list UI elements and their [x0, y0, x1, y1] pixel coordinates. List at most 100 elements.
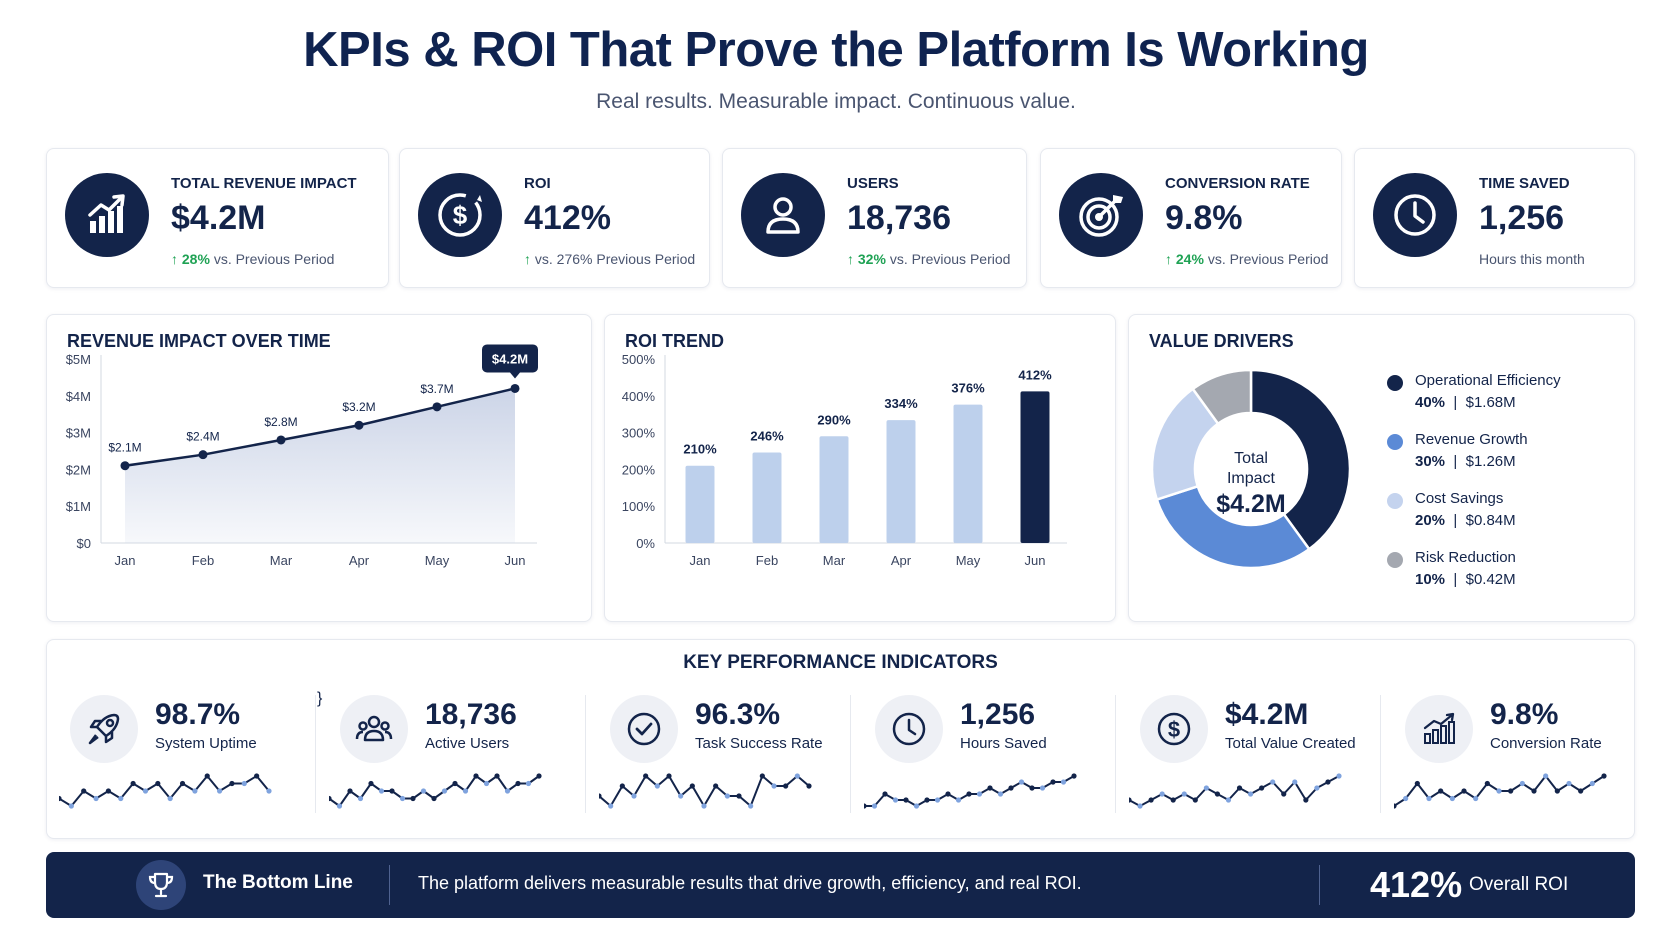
legend-name: Revenue Growth — [1415, 431, 1528, 448]
kpi-value: 9.8% — [1490, 698, 1559, 731]
data-label: 290% — [817, 412, 851, 427]
legend-percent: 30% — [1415, 453, 1446, 470]
sparkline-point — [229, 780, 235, 787]
sparkline-point — [736, 793, 742, 799]
sparkline-point — [525, 780, 532, 787]
kpi-label: Hours Saved — [960, 735, 1047, 752]
x-tick-label: May — [425, 553, 450, 568]
divider — [1319, 865, 1320, 905]
legend-percent: 20% — [1415, 512, 1446, 529]
sparkline-point — [599, 793, 602, 799]
sparkline-point — [1203, 785, 1209, 791]
data-label: $3.2M — [342, 400, 375, 414]
y-tick-label: $1M — [66, 499, 91, 514]
sparkline-point — [783, 783, 789, 789]
kpi-label: USERS — [847, 175, 899, 192]
bar — [953, 404, 983, 543]
series-line — [124, 387, 516, 467]
sparkline-point — [864, 803, 867, 809]
svg-text:$: $ — [1168, 717, 1180, 742]
sparkline-point — [105, 788, 112, 794]
sparkline-point — [1281, 791, 1287, 797]
sparkline-point — [329, 795, 332, 802]
x-tick-label: Apr — [891, 553, 912, 568]
section-title: KEY PERFORMANCE INDICATORS — [683, 652, 998, 673]
sparkline-point — [1270, 779, 1276, 785]
y-tick-label: 0% — [636, 536, 655, 551]
sparkline-point — [1449, 795, 1455, 802]
sparkline-point — [724, 793, 730, 799]
sparkline-point — [1247, 791, 1254, 797]
kpi-label: ROI — [524, 175, 551, 192]
kpi-change-percent: 32% — [857, 251, 886, 267]
divider — [315, 695, 316, 813]
kpi-label: Conversion Rate — [1490, 735, 1602, 752]
sparkline — [864, 773, 1077, 809]
x-tick-label: Feb — [192, 553, 214, 568]
x-tick-label: Jan — [115, 553, 136, 568]
sparkline-point — [1336, 773, 1342, 779]
kpi-change-text: vs. Previous Period — [889, 251, 1011, 267]
data-point — [432, 402, 442, 412]
kpi-value: $4.2M — [171, 199, 266, 237]
sparkline-point — [1325, 779, 1331, 785]
sparkline-point — [1554, 788, 1560, 794]
sparkline-point — [934, 797, 941, 803]
users-group-icon — [340, 695, 408, 763]
key-performance-indicators-panel: KEY PERFORMANCE INDICATORS 98.7% System … — [46, 639, 1635, 839]
legend-values: 20% | $0.84M — [1415, 512, 1516, 529]
sparkline-point — [892, 797, 899, 803]
sparkline-point — [913, 803, 920, 809]
kpi-card-conversion-rate: CONVERSION RATE 9.8% ↑ 24% vs. Previous … — [1040, 148, 1342, 288]
kpi-item-conversion-rate: 9.8% Conversion Rate — [1382, 690, 1647, 820]
sparkline-point — [1484, 780, 1490, 787]
data-label: 334% — [884, 396, 918, 411]
area-fill — [125, 388, 515, 543]
legend-percent: 40% — [1415, 394, 1446, 411]
legend-values: 30% | $1.26M — [1415, 453, 1516, 470]
sparkline-point — [987, 785, 993, 791]
sparkline-point — [1159, 791, 1165, 797]
sparkline-point — [1050, 779, 1056, 785]
kpi-change-percent: 28% — [181, 251, 210, 267]
sparkline-point — [945, 791, 951, 797]
sparkline — [59, 773, 272, 809]
sparkline-point — [759, 773, 765, 779]
sparkline-point — [155, 780, 161, 787]
sparkline-point — [216, 788, 223, 794]
y-tick-label: 400% — [622, 389, 656, 404]
banner-roi-value: 412% — [1370, 864, 1463, 905]
kpi-change: ↑ 28% vs. Previous Period — [171, 251, 334, 267]
sparkline — [329, 773, 542, 809]
kpi-change-text: vs. 276% Previous Period — [534, 251, 696, 267]
arrow-up-icon: ↑ — [1165, 251, 1176, 267]
legend-percent: 10% — [1415, 571, 1446, 588]
kpi-value: 412% — [524, 199, 611, 237]
sparkline-point — [654, 783, 660, 789]
sparkline-point — [1531, 788, 1537, 794]
divider — [1115, 695, 1116, 813]
y-tick-label: 300% — [622, 426, 656, 441]
revenue-chart-icon — [65, 173, 149, 257]
callout-pointer — [510, 372, 520, 379]
bar — [752, 452, 782, 543]
sparkline-point — [1543, 773, 1549, 779]
sparkline-point — [441, 788, 448, 794]
sparkline-point — [515, 780, 521, 787]
sparkline-point — [689, 783, 695, 789]
sparkline-point — [1438, 788, 1444, 794]
sparkline-point — [1071, 773, 1077, 779]
roi-bar-chart: 0% 100% 200% 300% 400% 500% 210% Jan 246% Feb 290%… — [622, 352, 1067, 568]
legend-amount: $1.68M — [1465, 394, 1516, 411]
x-tick-label: Feb — [756, 553, 778, 568]
x-tick-label: Apr — [349, 553, 370, 568]
sparkline-point — [1394, 803, 1397, 809]
user-icon — [741, 173, 825, 257]
kpi-label: TOTAL REVENUE IMPACT — [171, 175, 357, 192]
donut-center-line1: Total — [1234, 450, 1268, 467]
divider — [1380, 695, 1381, 813]
sparkline-point — [903, 797, 909, 803]
sparkline-point — [678, 793, 684, 799]
x-tick-label: May — [956, 553, 981, 568]
data-label: $4.2M — [492, 351, 528, 366]
